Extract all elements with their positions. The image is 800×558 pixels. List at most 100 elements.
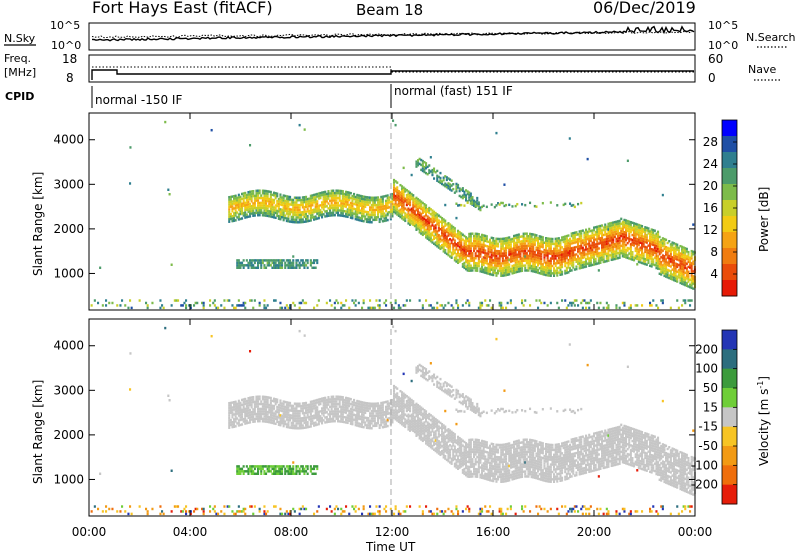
velocity-cell bbox=[257, 400, 259, 402]
velocity-cell bbox=[292, 470, 294, 472]
power-cell bbox=[641, 304, 643, 306]
velocity-cell bbox=[182, 510, 184, 512]
velocity-cell bbox=[121, 505, 123, 507]
velocity-cell bbox=[265, 473, 267, 475]
power-cell bbox=[183, 302, 185, 304]
power-cell bbox=[97, 302, 99, 304]
power-cell bbox=[561, 271, 563, 273]
power-cell bbox=[452, 307, 454, 309]
power-cell bbox=[209, 304, 211, 306]
power-cell bbox=[279, 302, 281, 304]
power-cell bbox=[105, 304, 107, 306]
power-cell bbox=[627, 160, 629, 162]
velocity-cell bbox=[340, 508, 342, 510]
power-cell bbox=[676, 280, 678, 282]
velocity-cell bbox=[246, 465, 248, 467]
power-cell bbox=[327, 197, 329, 199]
power-cell bbox=[476, 267, 478, 269]
power-cell bbox=[295, 219, 297, 221]
power-cell bbox=[691, 299, 693, 301]
power-cell bbox=[662, 302, 664, 304]
power-cell bbox=[249, 144, 251, 146]
velocity-cell bbox=[243, 473, 245, 475]
power-cell bbox=[249, 203, 251, 205]
power-cell bbox=[377, 216, 379, 218]
power-cell bbox=[479, 209, 481, 211]
power-cell bbox=[334, 307, 336, 309]
velocity-cell bbox=[254, 408, 256, 410]
velocity-cell bbox=[259, 510, 261, 512]
velocity-cell bbox=[339, 403, 341, 405]
power-cell bbox=[556, 274, 558, 276]
velocity-cell bbox=[289, 465, 291, 467]
power-cell bbox=[292, 302, 294, 304]
velocity-cell bbox=[305, 402, 307, 404]
power-cell bbox=[443, 179, 445, 181]
power-cell bbox=[223, 307, 225, 309]
power-cell bbox=[441, 304, 443, 306]
power-cell bbox=[580, 232, 582, 234]
power-cell bbox=[329, 299, 331, 301]
power-cell bbox=[102, 304, 104, 306]
power-cell bbox=[481, 302, 483, 304]
power-cell bbox=[542, 239, 544, 241]
power-cell bbox=[307, 262, 309, 264]
velocity-cell bbox=[259, 398, 261, 400]
power-cell bbox=[374, 214, 376, 216]
power-cell bbox=[361, 307, 363, 309]
power-cell bbox=[305, 302, 307, 304]
power-cell bbox=[641, 225, 643, 227]
power-cell bbox=[382, 198, 384, 200]
velocity-cell bbox=[263, 470, 265, 472]
power-cell bbox=[326, 200, 328, 202]
velocity-cell bbox=[257, 405, 259, 407]
power-cell bbox=[511, 205, 513, 207]
power-colorbar-tick-label: 28 bbox=[703, 135, 718, 149]
velocity-cell bbox=[307, 468, 309, 470]
power-cell bbox=[281, 267, 283, 269]
power-cell bbox=[478, 257, 480, 259]
power-cell bbox=[395, 302, 397, 304]
power-cell bbox=[524, 250, 526, 252]
velocity-cell bbox=[275, 505, 277, 507]
power-cell bbox=[252, 210, 254, 212]
power-colorbar-tick-label: 4 bbox=[710, 267, 718, 281]
power-cell bbox=[454, 230, 456, 232]
power-cell bbox=[307, 267, 309, 269]
power-cell bbox=[425, 204, 427, 206]
power-cell bbox=[470, 237, 472, 239]
power-cell bbox=[228, 211, 230, 213]
velocity-cell bbox=[265, 408, 267, 410]
power-cell bbox=[326, 205, 328, 207]
power-cell bbox=[510, 299, 512, 301]
power-cell bbox=[351, 299, 353, 301]
power-cell bbox=[289, 213, 291, 215]
power-cell bbox=[470, 247, 472, 249]
power-cell bbox=[260, 194, 262, 196]
velocity-cell bbox=[289, 402, 291, 404]
power-cell bbox=[284, 307, 286, 309]
power-cell bbox=[463, 204, 465, 206]
power-cell bbox=[295, 201, 297, 203]
power-cell bbox=[332, 190, 334, 192]
velocity-cell bbox=[305, 470, 307, 472]
velocity-cell bbox=[244, 508, 246, 510]
power-cell bbox=[433, 168, 435, 170]
power-cell bbox=[521, 203, 523, 205]
power-cell bbox=[263, 299, 265, 301]
power-cell bbox=[385, 299, 387, 301]
power-cell bbox=[310, 264, 312, 266]
power-cell bbox=[159, 299, 161, 301]
power-cell bbox=[147, 307, 149, 309]
velocity-cell bbox=[196, 508, 198, 510]
power-cell bbox=[523, 235, 525, 237]
power-cell bbox=[500, 304, 502, 306]
power-cell bbox=[678, 307, 680, 309]
power-cell bbox=[203, 304, 205, 306]
power-cell bbox=[537, 307, 539, 309]
power-cell bbox=[292, 262, 294, 264]
velocity-cell bbox=[299, 513, 301, 515]
power-cell bbox=[363, 299, 365, 301]
nave-label: Nave bbox=[748, 63, 776, 76]
